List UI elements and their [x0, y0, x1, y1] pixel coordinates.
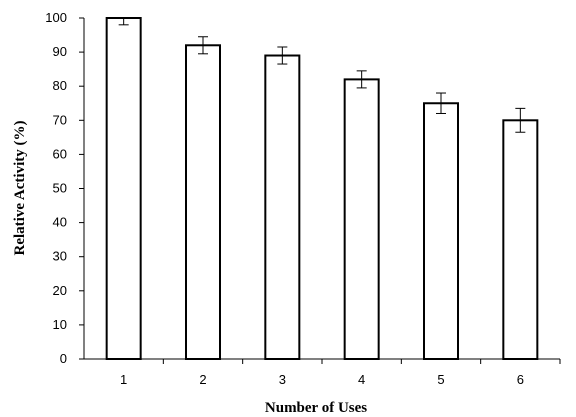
y-tick-label: 90 [53, 44, 67, 59]
y-tick-label: 60 [53, 146, 67, 161]
bar [502, 119, 539, 360]
x-tick-label: 5 [437, 372, 444, 387]
y-tick-label: 70 [53, 112, 67, 127]
bar [343, 78, 380, 360]
y-tick-label: 50 [53, 181, 67, 196]
x-tick-label: 2 [199, 372, 206, 387]
y-tick-label: 0 [60, 351, 67, 366]
x-axis-title: Number of Uses [265, 400, 367, 416]
bar-group [105, 17, 539, 360]
y-tick-label: 100 [45, 10, 67, 25]
bar [185, 44, 221, 360]
x-tick-group: 1 2 3 4 5 6 [120, 359, 561, 387]
y-axis-title: Relative Activity (%) [12, 121, 28, 256]
y-tick-label: 10 [53, 317, 67, 332]
x-tick-label: 6 [517, 372, 524, 387]
y-tick-label: 30 [53, 249, 67, 264]
bar [105, 17, 142, 360]
x-tick-label: 3 [279, 372, 286, 387]
error-bar-group [118, 17, 526, 133]
x-tick-label: 4 [358, 372, 365, 387]
y-tick-label: 80 [53, 78, 67, 93]
bar [264, 54, 301, 360]
bar [423, 102, 459, 360]
y-tick-label: 40 [53, 215, 67, 230]
y-tick-label: 20 [53, 283, 67, 298]
y-tick-group: 0 10 20 30 40 50 60 70 80 90 100 [45, 10, 84, 366]
x-tick-label: 1 [120, 372, 127, 387]
